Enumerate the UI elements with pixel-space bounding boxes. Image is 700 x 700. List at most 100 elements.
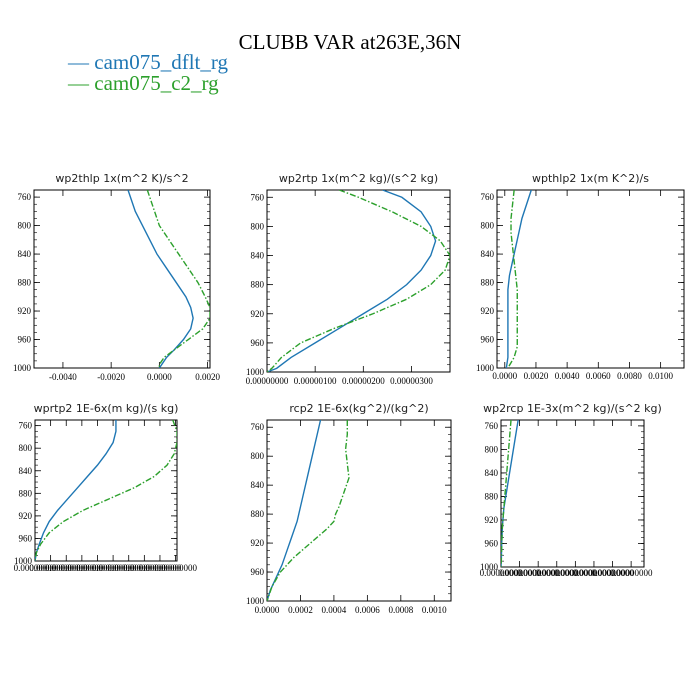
x-tick-label: 0.00000000 bbox=[535, 568, 578, 578]
y-tick-label: 760 bbox=[251, 422, 265, 432]
y-tick-label: 880 bbox=[19, 488, 33, 498]
x-tick-label: 0.00000200 bbox=[342, 376, 385, 386]
x-tick-label: 0.00000000 bbox=[246, 376, 289, 386]
panel-wp2thlp: wp2thlp 1x(m^2 K)/s^2 760 800 840 880 920 960 1… bbox=[13, 172, 220, 382]
y-tick-label: 1000 bbox=[14, 556, 33, 566]
y-tick-label: 840 bbox=[481, 249, 495, 259]
y-tick-label: 960 bbox=[251, 338, 265, 348]
series-line-dflt-rcp2 bbox=[267, 420, 322, 601]
x-tick-label: 0.0004 bbox=[322, 605, 347, 615]
x-tick-label: 0.00000000 bbox=[107, 563, 150, 573]
x-tick-label: 0.00000000 bbox=[498, 568, 541, 578]
x-tick-label: 0.00000000 bbox=[29, 563, 72, 573]
series-line-c2-wp2thlp bbox=[146, 190, 210, 368]
x-tick-label: 0.00000000 bbox=[60, 563, 103, 573]
legend-item-dflt: — cam075_dflt_rg bbox=[68, 52, 228, 73]
y-tick-label: 920 bbox=[251, 309, 265, 319]
y-tick-label: 920 bbox=[19, 511, 33, 521]
plot-frame-wp2thlp bbox=[33, 189, 211, 369]
y-tick-label: 840 bbox=[485, 468, 499, 478]
legend: — cam075_dflt_rg — cam075_c2_rg bbox=[68, 52, 228, 94]
y-tick-label: 880 bbox=[251, 280, 265, 290]
y-tick-label: 760 bbox=[485, 421, 499, 431]
plot-frame-wpthlp2 bbox=[496, 189, 685, 369]
panel-wp2rtp: wp2rtp 1x(m^2 kg)/(s^2 kg) 760 800 840 880 92… bbox=[246, 172, 451, 386]
y-tick-label: 840 bbox=[18, 249, 32, 259]
y-tick-label: 920 bbox=[18, 306, 32, 316]
plot-frame-wp2rcp bbox=[500, 419, 645, 568]
y-tick-label: 960 bbox=[485, 538, 499, 548]
series-line-c2-wp2rcp bbox=[501, 420, 512, 567]
y-tick-label: 960 bbox=[481, 335, 495, 345]
y-tick-label: 800 bbox=[485, 444, 499, 454]
legend-item-c2: — cam075_c2_rg bbox=[68, 73, 228, 94]
y-tick-label: 760 bbox=[19, 421, 33, 431]
y-tick-label: 1000 bbox=[246, 596, 265, 606]
x-tick-label: 0.00000000 bbox=[480, 568, 523, 578]
x-tick-label: 0.0020 bbox=[195, 372, 220, 382]
legend-label-c2: cam075_c2_rg bbox=[94, 71, 219, 95]
series-line-dflt-wp2rcp bbox=[501, 420, 519, 567]
x-tick-label: -0.0020 bbox=[97, 372, 125, 382]
y-tick-label: 960 bbox=[251, 567, 265, 577]
x-tick-label: 0.00000000 bbox=[573, 568, 616, 578]
x-tick-label: 0.0000 bbox=[147, 372, 172, 382]
x-tick-label: 0.00000000 bbox=[610, 568, 653, 578]
y-tick-label: 1000 bbox=[480, 562, 499, 572]
x-tick-label: 0.00000000 bbox=[123, 563, 166, 573]
plot-frame-rcp2 bbox=[266, 419, 452, 602]
y-tick-label: 800 bbox=[481, 221, 495, 231]
x-tick-label: 0.0060 bbox=[586, 371, 611, 381]
series-line-dflt-wp2rtp bbox=[267, 190, 437, 372]
panel-title-wp2rcp: wp2rcp 1E-3x(m^2 kg)/(s^2 kg) bbox=[483, 402, 662, 415]
y-tick-label: 1000 bbox=[246, 367, 265, 377]
x-tick-label: 0.0020 bbox=[524, 371, 549, 381]
x-tick-label: 0.00000100 bbox=[294, 376, 337, 386]
y-tick-label: 760 bbox=[251, 192, 265, 202]
y-tick-label: 800 bbox=[251, 221, 265, 231]
x-tick-label: 0.0080 bbox=[617, 371, 642, 381]
y-tick-label: 880 bbox=[251, 509, 265, 519]
y-tick-label: 960 bbox=[19, 533, 33, 543]
x-tick-label: 0.00000000 bbox=[591, 568, 634, 578]
x-tick-label: 0.00000000 bbox=[92, 563, 135, 573]
series-line-c2-wprtp2 bbox=[35, 420, 177, 561]
x-tick-label: 0.0100 bbox=[648, 371, 673, 381]
panel-title-wp2rtp: wp2rtp 1x(m^2 kg)/(s^2 kg) bbox=[279, 172, 438, 185]
series-line-dflt-wpthlp2 bbox=[505, 190, 532, 368]
x-tick-label: 0.00000000 bbox=[76, 563, 119, 573]
x-tick-label: 0.0040 bbox=[555, 371, 580, 381]
panel-wp2rcp: wp2rcp 1E-3x(m^2 kg)/(s^2 kg) 760 800 840 88… bbox=[480, 402, 662, 578]
series-line-c2-wp2rtp bbox=[267, 190, 450, 372]
figure-title: CLUBB VAR at263E,36N bbox=[238, 30, 462, 54]
y-tick-label: 1000 bbox=[13, 363, 32, 373]
x-tick-label: 0.0000 bbox=[255, 605, 280, 615]
y-tick-label: 920 bbox=[485, 515, 499, 525]
legend-line-swatch-dflt: — bbox=[68, 50, 89, 74]
panel-wpthlp2: wpthlp2 1x(m K^2)/s 760 800 840 880 920 960 100… bbox=[476, 172, 685, 381]
y-tick-label: 960 bbox=[18, 335, 32, 345]
x-tick-label: 0.0006 bbox=[355, 605, 380, 615]
x-tick-label: 0.0002 bbox=[288, 605, 313, 615]
y-tick-label: 880 bbox=[481, 278, 495, 288]
x-tick-label: 0.00000000 bbox=[517, 568, 560, 578]
y-tick-label: 920 bbox=[251, 538, 265, 548]
y-tick-label: 760 bbox=[18, 192, 32, 202]
x-tick-label: 0.00000000 bbox=[14, 563, 57, 573]
y-tick-label: 840 bbox=[251, 251, 265, 261]
y-tick-label: 800 bbox=[19, 443, 33, 453]
legend-line-swatch-c2: — bbox=[68, 71, 89, 95]
x-tick-label: 0.00000000 bbox=[45, 563, 88, 573]
y-tick-label: 1000 bbox=[476, 363, 495, 373]
y-tick-label: 800 bbox=[18, 221, 32, 231]
x-tick-label: 0.0000 bbox=[492, 371, 517, 381]
series-line-c2-rcp2 bbox=[267, 420, 350, 601]
x-tick-label: 0.0008 bbox=[388, 605, 413, 615]
plot-frame-wprtp2 bbox=[34, 419, 178, 562]
panel-title-wp2thlp: wp2thlp 1x(m^2 K)/s^2 bbox=[55, 172, 188, 185]
series-line-dflt-wprtp2 bbox=[35, 420, 117, 561]
y-tick-label: 840 bbox=[251, 480, 265, 490]
legend-label-dflt: cam075_dflt_rg bbox=[94, 50, 229, 74]
